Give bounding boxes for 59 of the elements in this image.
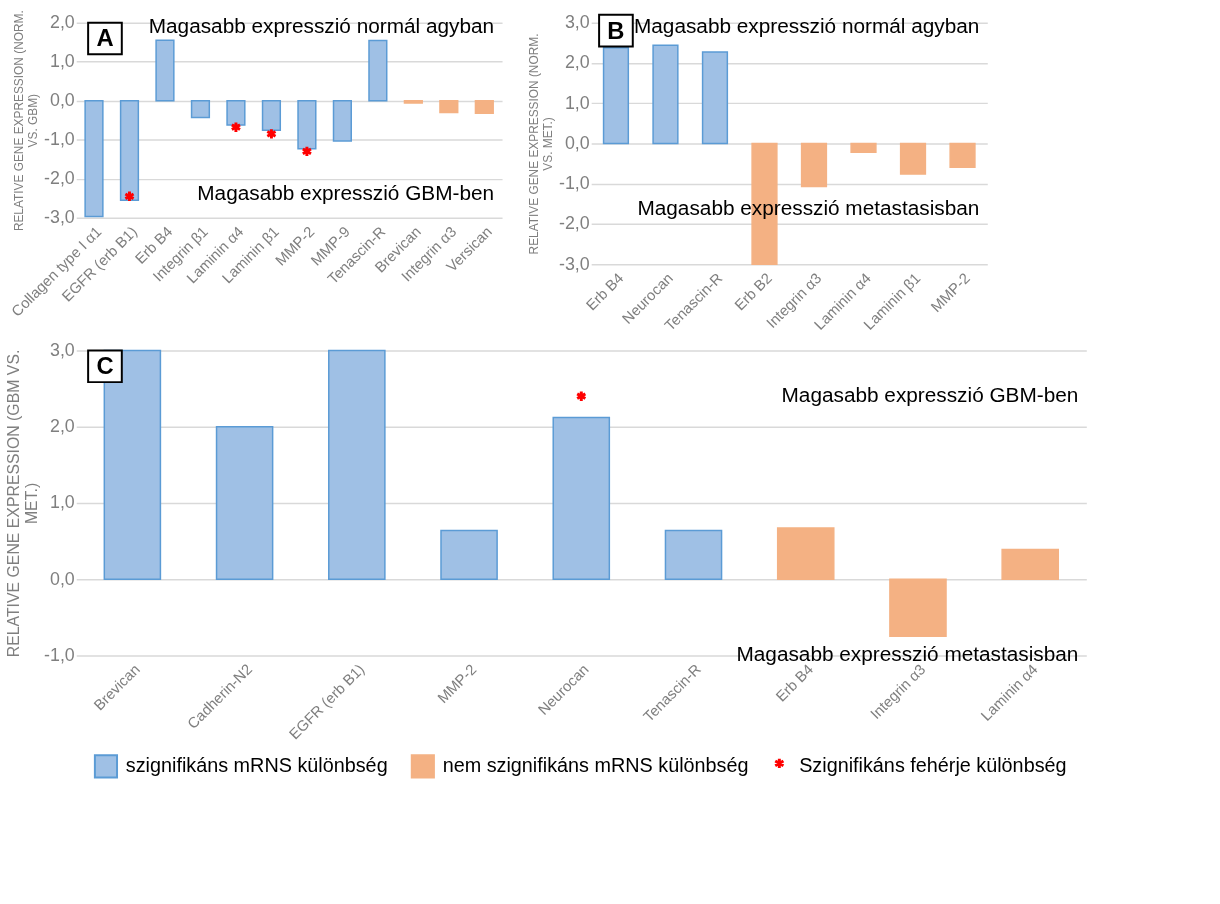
y-tick-label: 2,0	[50, 12, 75, 33]
y-tick-label: 1,0	[50, 492, 75, 513]
y-tick-label: 0,0	[50, 568, 75, 589]
legend-label: szignifikáns mRNS különbség	[125, 754, 388, 777]
y-tick-label: 2,0	[564, 52, 590, 73]
bar	[899, 142, 927, 175]
bar	[552, 416, 611, 580]
bar	[800, 142, 828, 188]
y-tick-label: -1,0	[44, 129, 75, 150]
bar	[215, 425, 274, 580]
bar	[84, 99, 104, 218]
bar	[332, 99, 352, 142]
bar	[226, 99, 246, 126]
bar	[119, 99, 140, 201]
y-tick-label: 3,0	[564, 12, 590, 33]
bar	[701, 51, 729, 145]
y-axis-title: RELATIVE GENE EXPRESSION (GBM VS. MET.)	[5, 349, 41, 658]
y-tick-label: -2,0	[44, 168, 75, 189]
y-tick-label: 1,0	[564, 92, 590, 113]
chart-title: C	[96, 352, 114, 380]
annotation: Magasabb expresszió normál agyban	[148, 13, 495, 37]
annotation: Magasabb expresszió metastasisban	[736, 642, 1079, 666]
bar	[261, 99, 282, 132]
bar	[155, 39, 175, 102]
bar	[664, 529, 723, 580]
annotation: Magasabb expresszió GBM-ben	[197, 181, 495, 205]
bar	[850, 142, 877, 154]
bar	[297, 99, 317, 150]
y-tick-label: -1,0	[44, 644, 75, 665]
bar	[889, 578, 947, 638]
y-tick-label: 1,0	[50, 51, 75, 72]
bar	[403, 99, 423, 104]
y-axis-title: RELATIVE GENE EXPRESSION (NORM. VS. GBM)	[12, 10, 41, 232]
annotation: Magasabb expresszió normál agyban	[633, 14, 980, 38]
annotation: Magasabb expresszió metastasisban	[637, 195, 980, 219]
y-tick-label: 0,0	[50, 90, 75, 111]
chart-title: A	[96, 24, 114, 52]
bar	[439, 99, 459, 114]
y-tick-label: 2,0	[50, 416, 75, 437]
bar	[368, 39, 388, 102]
y-tick-label: -3,0	[44, 207, 75, 228]
bar	[949, 142, 976, 168]
x-tick-label: Erb B2	[731, 269, 775, 314]
y-tick-label: -1,0	[559, 173, 590, 194]
annotation: Magasabb expresszió GBM-ben	[781, 383, 1079, 407]
y-axis-title: RELATIVE GENE EXPRESSION (NORM. VS. MET.)	[527, 33, 556, 255]
bar	[776, 527, 835, 580]
y-tick-label: 3,0	[50, 339, 75, 360]
bar	[190, 99, 211, 119]
y-tick-label: -2,0	[559, 213, 590, 234]
bar	[328, 349, 386, 580]
bar	[1001, 548, 1060, 580]
y-tick-label: 0,0	[564, 132, 590, 153]
bar	[652, 44, 679, 145]
legend-label: Szignifikáns fehérje különbség	[799, 754, 1067, 777]
bar	[474, 99, 494, 114]
legend-label: nem szignifikáns mRNS különbség	[442, 754, 749, 777]
chart-title: B	[607, 16, 625, 44]
bar	[440, 529, 498, 580]
